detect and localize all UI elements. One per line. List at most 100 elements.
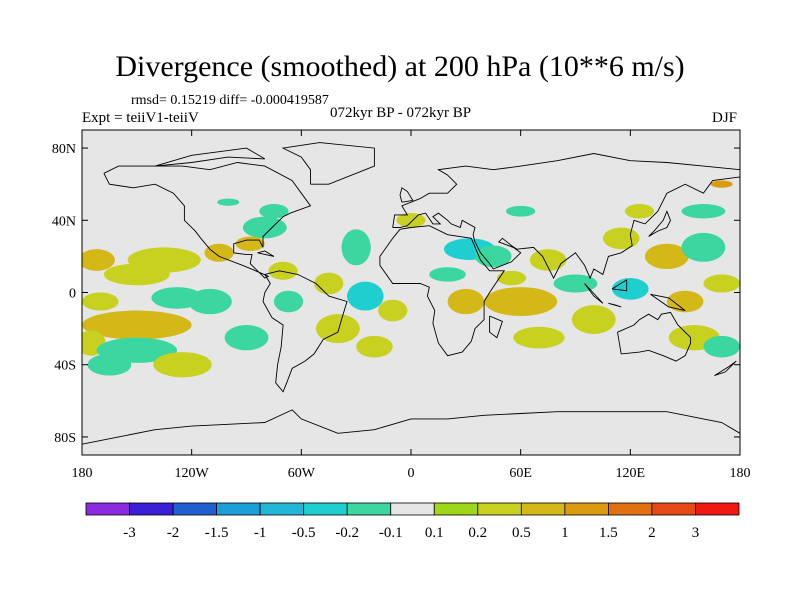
colorbar-swatch [216, 502, 261, 516]
anomaly-region [87, 353, 132, 376]
anomaly-region [188, 288, 232, 315]
colorbar-swatch [695, 502, 740, 516]
y-tick-label: 80N [52, 142, 76, 157]
anomaly-region [356, 335, 393, 358]
coastline [82, 409, 740, 445]
anomaly-region [153, 352, 212, 378]
colorbar-swatch [608, 502, 653, 516]
colorbar-label: 1.5 [599, 525, 618, 541]
anomaly-region [82, 310, 192, 340]
y-tick-label: 80S [54, 431, 76, 446]
x-tick-label: 120W [175, 466, 210, 481]
colorbar-label: -0.1 [379, 525, 403, 541]
anomaly-region [235, 236, 265, 251]
y-tick-label: 40N [52, 214, 76, 229]
y-tick-label: 40S [54, 359, 76, 374]
anomaly-region [666, 290, 704, 313]
x-tick-label: 60E [509, 466, 532, 481]
anomaly-region [315, 314, 360, 344]
coastline [648, 210, 671, 237]
colorbar-swatch [346, 502, 392, 516]
anomaly-region [529, 249, 567, 271]
colorbar-swatch [520, 502, 566, 516]
coastline [379, 225, 506, 357]
coastline [714, 360, 737, 377]
coastline [154, 147, 266, 167]
anomaly-region [204, 243, 234, 262]
colorbar-label: 0.1 [425, 525, 444, 541]
experiment-label: Expt = teiiV1-teiiV [82, 110, 199, 126]
anomaly-region [347, 281, 384, 311]
colorbar-label: 0.2 [468, 525, 487, 541]
anomaly-region [703, 335, 740, 358]
anomaly-region [268, 261, 298, 280]
anomaly-region [82, 249, 115, 271]
colorbar-swatch [477, 502, 522, 516]
x-tick-label: 0 [408, 466, 415, 481]
anomaly-region [273, 290, 304, 313]
colorbar-swatch [651, 502, 696, 516]
anomaly-region [571, 305, 616, 335]
anomaly-region [429, 267, 466, 282]
anomaly-region [681, 204, 726, 219]
anomaly-region [644, 243, 689, 270]
colorbar-swatch [390, 502, 435, 516]
colorbar-label: -2 [167, 525, 180, 541]
anomaly-region [259, 204, 289, 219]
colorbar-swatch [303, 502, 348, 516]
x-axis: 180 120W 60W 0 60E 120E 180 [72, 130, 751, 481]
colorbar-label: -0.2 [335, 525, 359, 541]
colorbar-label: -1.5 [205, 525, 229, 541]
anomaly-region [396, 213, 426, 228]
anomaly-region [217, 198, 240, 206]
coastlines [82, 142, 740, 445]
anomaly-region [602, 227, 640, 250]
coastline [281, 142, 375, 185]
anomaly-region [513, 326, 565, 349]
anomaly-region [710, 180, 733, 188]
coastline [392, 176, 740, 280]
x-tick-label: 60W [288, 466, 316, 481]
coastline [617, 311, 692, 362]
anomaly-region [624, 204, 655, 219]
anomaly-region [224, 325, 269, 351]
anomaly-region [314, 272, 344, 295]
x-tick-label: 180 [72, 466, 93, 481]
anomaly-region [82, 292, 119, 311]
anomaly-region [378, 299, 408, 322]
coastline [611, 279, 628, 292]
x-tick-label: 180 [730, 466, 751, 481]
colorbar-swatch [259, 502, 305, 516]
anomaly-region [242, 216, 287, 239]
colorbar-label: 3 [692, 525, 700, 541]
colorbar-label: -3 [123, 525, 136, 541]
coastline [399, 187, 414, 203]
anomaly-region [553, 274, 598, 293]
coastline [489, 315, 503, 339]
colorbar-swatch [172, 502, 217, 516]
coastline [103, 162, 312, 279]
anomaly-region [612, 278, 649, 300]
figure-title: Divergence (smoothed) at 200 hPa (10**6 … [115, 50, 685, 83]
anomaly-region [484, 287, 558, 316]
season-label: DJF [712, 110, 738, 126]
coastline [584, 283, 604, 304]
period-label: 072kyr BP - 072kyr BP [330, 105, 472, 121]
anomaly-region [127, 247, 201, 273]
colorbar: -3 -2 -1.5 -1 -0.5 -0.2 -0.1 0.1 0.2 0.5 1 1.5 2 3 [85, 502, 740, 541]
colorbar-label: 2 [648, 525, 656, 541]
anomaly-region [447, 288, 485, 315]
coastline [257, 250, 275, 257]
coastline [262, 270, 348, 393]
stats-label: rmsd= 0.15219 diff= -0.000419587 [131, 93, 329, 108]
anomaly-region [496, 270, 527, 286]
colorbar-label: -0.5 [292, 525, 316, 541]
colorbar-swatch [129, 502, 174, 516]
anomaly-region [474, 245, 512, 268]
coastline [608, 302, 622, 308]
y-tick-label: 0 [69, 287, 76, 302]
anomaly-region [341, 229, 371, 266]
anomaly-region [681, 232, 726, 262]
coastline [392, 153, 740, 228]
